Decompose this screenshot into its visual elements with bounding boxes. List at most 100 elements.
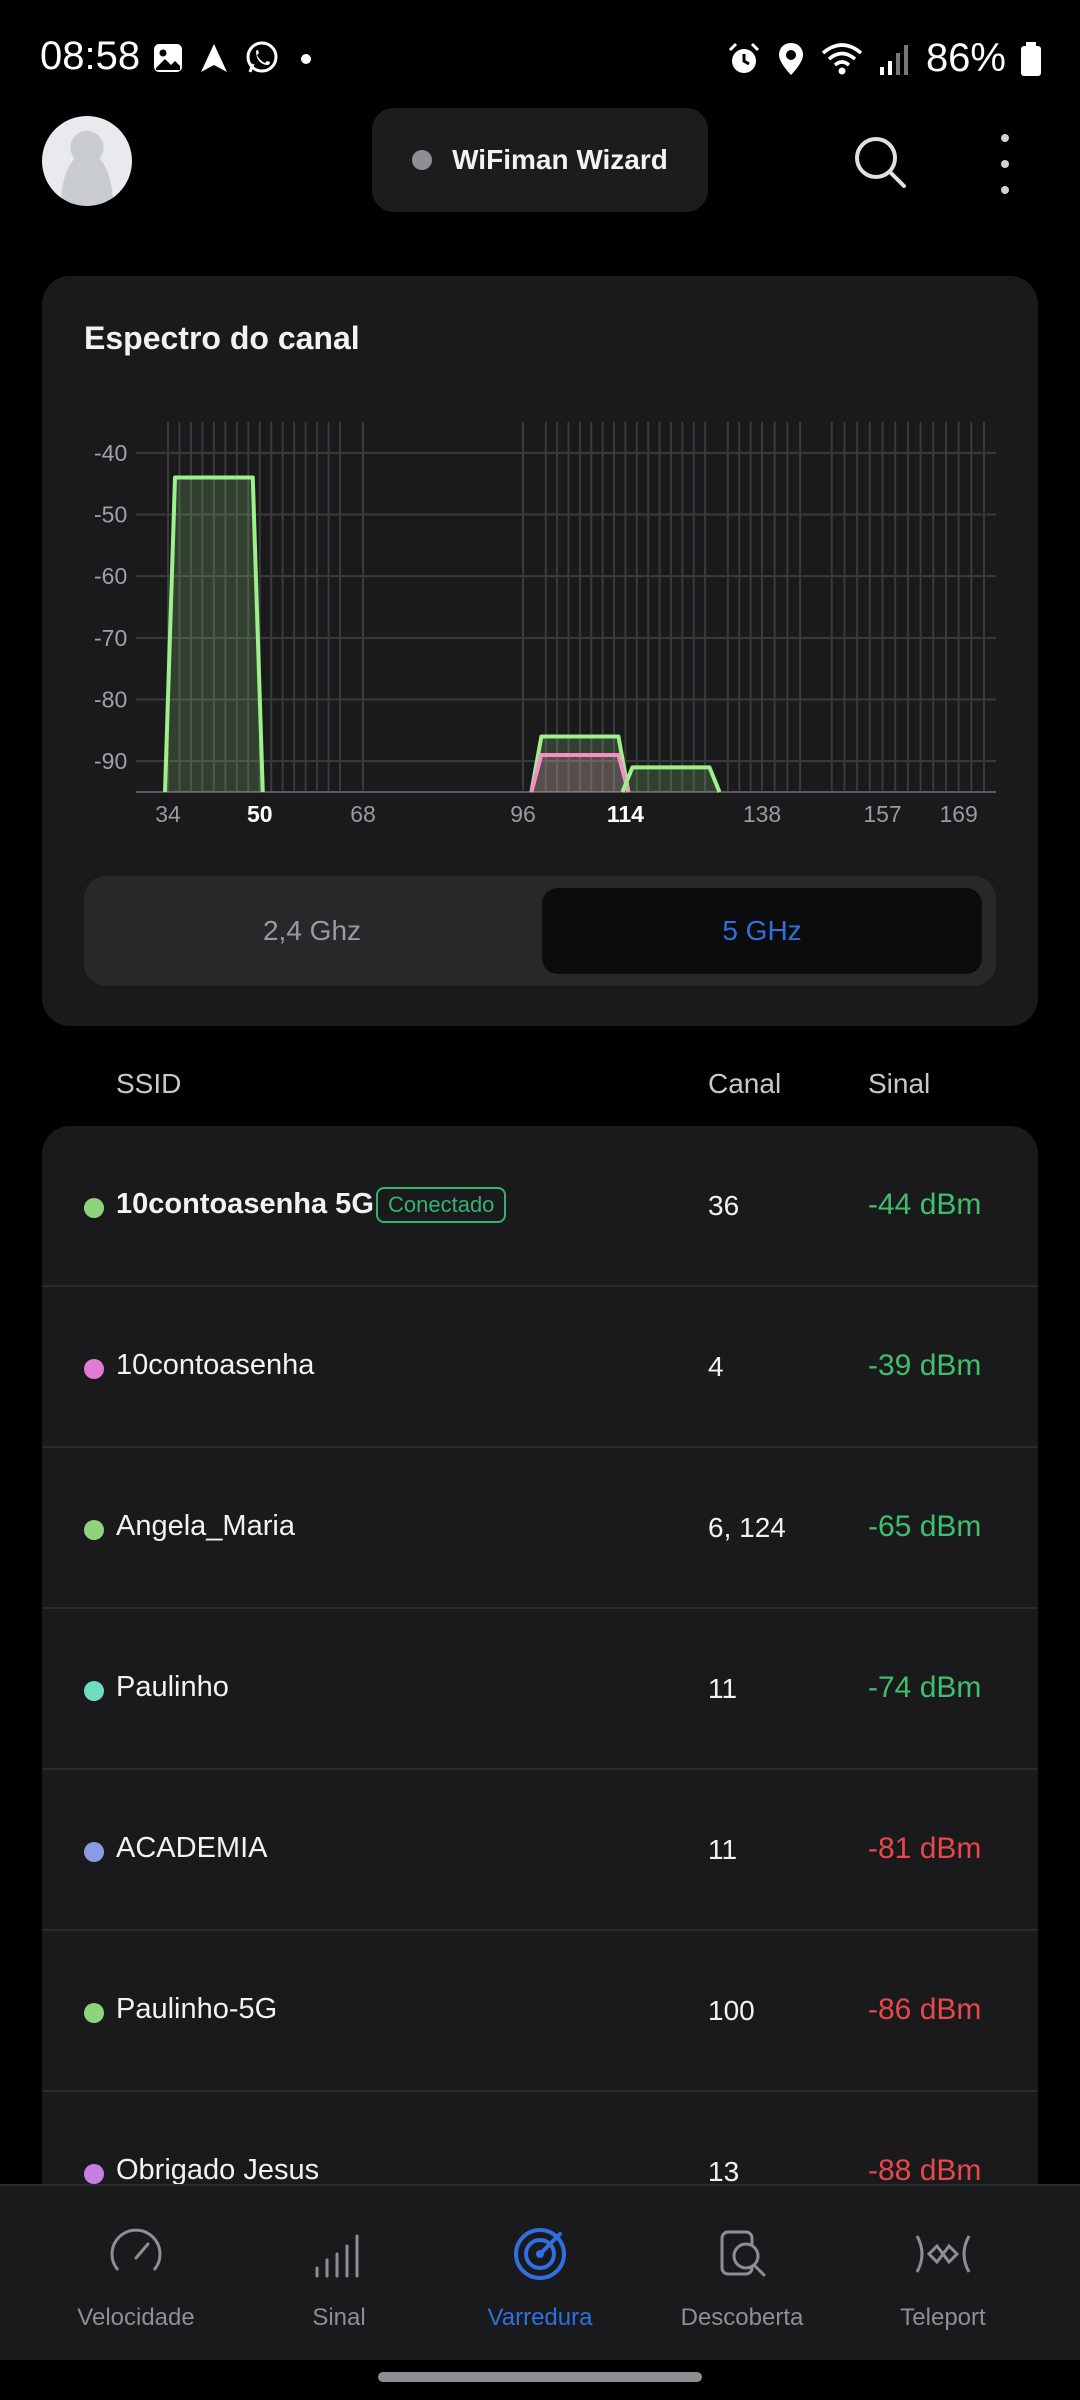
x-tick-label: 169 (939, 801, 977, 827)
battery-percent: 86% (925, 36, 1006, 80)
network-row[interactable]: Paulinho-5G 100 -86 dBm (42, 1931, 1038, 2092)
network-ssid: Obrigado Jesus (116, 2154, 320, 2186)
signal-outline (620, 765, 722, 793)
network-color-dot (84, 2003, 104, 2023)
nav-sinal[interactable]: Sinal (231, 2186, 447, 2362)
column-ssid[interactable]: SSID (116, 1068, 182, 1099)
network-row[interactable]: ACADEMIA 11 -81 dBm (42, 1770, 1038, 1931)
signal-area (531, 755, 629, 792)
network-signal: -86 dBm (868, 1993, 982, 2026)
nav-label: Descoberta (680, 2304, 804, 2331)
y-tick-label: -50 (94, 502, 127, 528)
network-channel: 4 (708, 1351, 724, 1382)
more-options-icon[interactable] (990, 134, 1020, 194)
connected-badge: Conectado (376, 1187, 507, 1223)
wizard-label: WiFiman Wizard (452, 144, 668, 175)
network-channel: 6, 124 (708, 1512, 786, 1543)
nav-label: Velocidade (77, 2304, 195, 2331)
x-tick-label: 34 (155, 801, 181, 827)
network-ssid: 10contoasenha 5G (116, 1188, 374, 1220)
y-tick-label: -90 (94, 748, 127, 774)
nav-label: Varredura (487, 2304, 593, 2331)
status-bar: 08:58 (0, 0, 1080, 120)
x-tick-label: 114 (607, 801, 644, 827)
x-tick-label: 96 (510, 801, 536, 827)
band-24-ghz-button[interactable]: 2,4 Ghz (262, 915, 362, 946)
band-5-ghz-button[interactable]: 5 GHz (542, 888, 982, 974)
signal-outline (529, 734, 631, 793)
network-channel: 100 (708, 1995, 755, 2026)
status-time: 08:58 (40, 34, 141, 78)
signal-bars-icon (315, 2234, 359, 2278)
network-signal: -39 dBm (868, 1349, 982, 1382)
location-icon (778, 42, 803, 75)
network-signal: -74 dBm (868, 1671, 982, 1704)
signal-outline (163, 475, 265, 793)
battery-icon (1021, 41, 1041, 76)
network-ssid: Paulinho-5G (116, 1993, 278, 2025)
network-signal: -88 dBm (868, 2154, 982, 2186)
bottom-nav: Velocidade Sinal Varredura Descoberta Te… (0, 2184, 1080, 2360)
signal-area (165, 477, 263, 792)
x-tick-label: 68 (350, 801, 376, 827)
nav-descoberta[interactable]: Descoberta (634, 2186, 850, 2362)
network-row[interactable]: Angela_Maria 6, 124 -65 dBm (42, 1448, 1038, 1609)
network-ssid: Angela_Maria (116, 1510, 295, 1542)
y-tick-label: -40 (94, 440, 127, 466)
column-sinal[interactable]: Sinal (868, 1068, 931, 1099)
table-header: SSID Canal Sinal (0, 1068, 1080, 1108)
home-indicator (378, 2372, 702, 2382)
spectrum-card: Espectro do canal -40 -50 -60 -70 -80 -90 34 50… (42, 276, 1038, 1026)
network-row[interactable]: 10contoasenha 5G Conectado 36 -44 dBm (42, 1126, 1038, 1287)
search-icon[interactable] (852, 134, 908, 190)
x-tick-label: 157 (863, 801, 901, 827)
y-tick-label: -70 (94, 625, 127, 651)
nav-velocidade[interactable]: Velocidade (28, 2186, 244, 2362)
network-color-dot (84, 1681, 104, 1701)
network-ssid: ACADEMIA (116, 1832, 268, 1864)
network-signal: -44 dBm (868, 1188, 982, 1221)
network-color-dot (84, 1198, 104, 1218)
column-canal[interactable]: Canal (708, 1068, 782, 1099)
nav-varredura[interactable]: Varredura (432, 2186, 648, 2362)
nav-teleport[interactable]: Teleport (835, 2186, 1051, 2362)
network-signal: -65 dBm (868, 1510, 982, 1543)
y-tick-label: -80 (94, 687, 127, 713)
signal-area (531, 736, 629, 792)
alarm-icon (728, 42, 759, 73)
cellular-icon (879, 44, 908, 75)
band-toggle: 2,4 Ghz 5 GHz (84, 876, 996, 986)
y-tick-label: -60 (94, 563, 127, 589)
wifiman-wizard-button[interactable]: WiFiman Wizard (372, 108, 708, 212)
network-ssid: 10contoasenha (116, 1349, 315, 1381)
status-left-icons (152, 40, 318, 76)
teleport-icon (915, 2235, 971, 2273)
x-tick-label: 50 (247, 801, 273, 827)
network-channel: 36 (708, 1190, 740, 1221)
status-right: 86% (726, 36, 1042, 81)
signal-outline (529, 753, 631, 793)
network-signal: -81 dBm (868, 1832, 982, 1865)
gallery-icon (154, 44, 182, 72)
dot-icon (301, 54, 311, 64)
whatsapp-icon (246, 41, 278, 73)
network-ssid: Paulinho (116, 1671, 229, 1703)
radar-icon (514, 2228, 566, 2280)
network-list: 10contoasenha 5G Conectado 36 -44 dBm 10cont… (42, 1126, 1038, 2186)
network-channel: 11 (708, 1834, 738, 1865)
spectrum-chart: -40 -50 -60 -70 -80 -90 34 50 68 96 114 138 157 169 (94, 422, 996, 827)
network-row[interactable]: 10contoasenha 4 -39 dBm (42, 1287, 1038, 1448)
signal-area (622, 767, 720, 792)
discovery-icon (720, 2230, 766, 2277)
network-row[interactable]: Paulinho 11 -74 dBm (42, 1609, 1038, 1770)
x-tick-label: 138 (743, 801, 781, 827)
network-row[interactable]: Obrigado Jesus 13 -88 dBm (42, 2092, 1038, 2186)
spectrum-title: Espectro do canal (84, 320, 360, 356)
wifi-icon (821, 42, 863, 74)
speedometer-icon (110, 2228, 162, 2271)
network-color-dot (84, 1359, 104, 1379)
avatar[interactable] (42, 116, 132, 206)
network-color-dot (84, 2164, 104, 2184)
network-color-dot (84, 1520, 104, 1540)
network-channel: 13 (708, 2156, 740, 2186)
